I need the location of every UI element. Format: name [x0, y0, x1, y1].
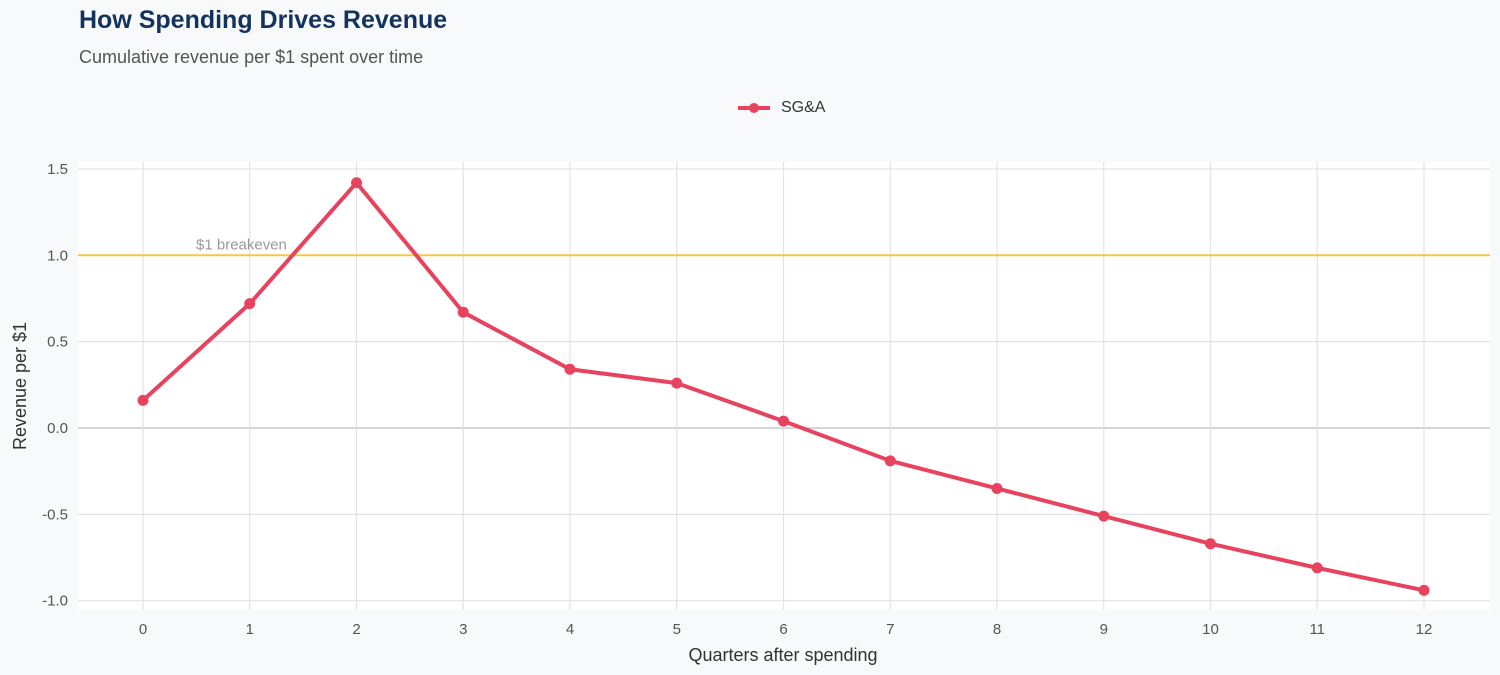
data-point	[1098, 510, 1110, 522]
x-tick-label: 8	[993, 621, 1001, 638]
x-tick-label: 1	[246, 621, 254, 638]
data-point	[1311, 562, 1323, 574]
data-point	[564, 363, 576, 375]
y-axis-label: Revenue per $1	[10, 322, 30, 450]
data-point	[351, 177, 362, 189]
data-point	[991, 482, 1003, 494]
data-point	[1205, 538, 1216, 550]
chart-title: How Spending Drives Revenue	[79, 6, 448, 34]
breakeven-label: $1 breakeven	[196, 236, 287, 253]
x-tick-label: 6	[779, 621, 787, 638]
x-tick-label: 12	[1416, 621, 1433, 638]
x-tick-label: 4	[566, 621, 574, 638]
x-tick-label: 0	[139, 621, 147, 638]
y-tick-label: 0.0	[47, 420, 68, 437]
data-point	[1418, 584, 1430, 596]
x-axis-label: Quarters after spending	[688, 645, 877, 665]
x-tick-label: 2	[352, 621, 360, 638]
data-point	[778, 415, 789, 427]
legend: SG&A	[737, 99, 825, 117]
x-tick-label: 5	[673, 621, 681, 638]
legend-marker	[738, 103, 770, 113]
x-tick-label: 10	[1202, 621, 1219, 638]
y-tick-label: 1.0	[47, 247, 68, 264]
x-tick-label: 9	[1100, 621, 1108, 638]
y-tick-label: -1.0	[42, 593, 68, 610]
x-tick-label: 11	[1309, 621, 1325, 638]
y-tick-label: 0.5	[47, 334, 68, 351]
y-tick-label: -0.5	[42, 506, 68, 523]
y-tick-label: 1.5	[47, 161, 68, 178]
data-point	[884, 455, 896, 467]
data-point	[457, 306, 469, 318]
data-point	[244, 298, 256, 310]
data-point	[671, 377, 683, 389]
data-point	[137, 394, 149, 406]
chart-subtitle: Cumulative revenue per $1 spent over tim…	[79, 47, 424, 67]
x-tick-label: 3	[459, 621, 467, 638]
legend-label: SG&A	[781, 99, 826, 116]
x-tick-label: 7	[886, 621, 894, 638]
